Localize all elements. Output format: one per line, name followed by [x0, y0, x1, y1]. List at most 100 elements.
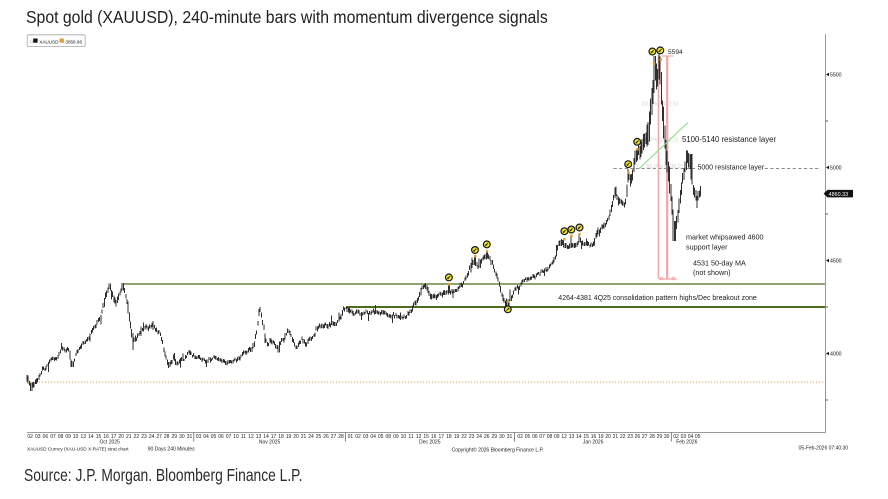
svg-text:4264-4381 4Q25 consolidation p: 4264-4381 4Q25 consolidation pattern hig… — [558, 295, 757, 302]
svg-text:Oct 2025: Oct 2025 — [100, 440, 121, 446]
svg-text:01: 01 — [348, 434, 354, 440]
svg-text:4000: 4000 — [830, 351, 842, 357]
svg-text:13: 13 — [81, 434, 87, 440]
svg-text:06: 06 — [532, 434, 538, 440]
svg-text:28: 28 — [649, 434, 655, 440]
svg-text:23: 23 — [141, 434, 147, 440]
svg-text:23: 23 — [469, 434, 475, 440]
svg-text:03: 03 — [363, 434, 369, 440]
svg-text:30: 30 — [664, 434, 670, 440]
svg-text:12: 12 — [248, 434, 254, 440]
svg-text:10: 10 — [233, 434, 239, 440]
svg-text:19: 19 — [286, 434, 292, 440]
svg-text:02: 02 — [517, 434, 523, 440]
svg-text:22: 22 — [620, 434, 626, 440]
svg-text:08: 08 — [58, 434, 64, 440]
svg-text:04: 04 — [370, 434, 376, 440]
svg-text:14: 14 — [263, 434, 269, 440]
svg-text:06: 06 — [218, 434, 224, 440]
svg-text:50.0%(4999.2): 50.0%(4999.2) — [646, 164, 683, 170]
svg-text:22: 22 — [461, 434, 467, 440]
svg-text:07: 07 — [539, 434, 545, 440]
svg-text:27: 27 — [156, 434, 162, 440]
svg-text:Jan 2026: Jan 2026 — [583, 440, 604, 446]
svg-text:21: 21 — [126, 434, 132, 440]
svg-text:21: 21 — [613, 434, 619, 440]
svg-text:20: 20 — [293, 434, 299, 440]
svg-text:4500: 4500 — [830, 258, 842, 264]
svg-text:02: 02 — [673, 434, 679, 440]
svg-text:21: 21 — [301, 434, 307, 440]
svg-text:29: 29 — [492, 434, 498, 440]
svg-text:24: 24 — [476, 434, 482, 440]
svg-text:04: 04 — [203, 434, 209, 440]
svg-text:29: 29 — [657, 434, 663, 440]
svg-text:11: 11 — [408, 434, 413, 440]
svg-text:30: 30 — [179, 434, 185, 440]
svg-text:market whipsawed 4600: market whipsawed 4600 — [686, 233, 764, 242]
svg-text:23: 23 — [627, 434, 633, 440]
svg-text:19: 19 — [454, 434, 460, 440]
svg-text:06: 06 — [43, 434, 49, 440]
svg-text:4860.33: 4860.33 — [829, 192, 849, 198]
svg-text:22: 22 — [134, 434, 140, 440]
svg-text:19: 19 — [598, 434, 604, 440]
svg-text:08: 08 — [547, 434, 553, 440]
svg-text:14: 14 — [88, 434, 94, 440]
svg-text:38.2%(5212.2): 38.2%(5212.2) — [642, 138, 679, 144]
svg-text:15: 15 — [96, 434, 102, 440]
svg-text:Copyright© 2026 Bloomberg Fina: Copyright© 2026 Bloomberg Finance L.P. — [452, 447, 544, 454]
svg-text:20: 20 — [605, 434, 611, 440]
svg-text:16: 16 — [591, 434, 597, 440]
svg-text:5000: 5000 — [830, 165, 842, 171]
svg-text:13: 13 — [256, 434, 262, 440]
svg-text:90 Days 240 Minutes: 90 Days 240 Minutes — [148, 447, 195, 453]
svg-text:3858.96: 3858.96 — [65, 39, 82, 44]
svg-text:20: 20 — [118, 434, 124, 440]
svg-text:28: 28 — [164, 434, 170, 440]
svg-text:5100-5140 resistance layer: 5100-5140 resistance layer — [682, 135, 776, 144]
svg-text:05: 05 — [695, 434, 701, 440]
svg-text:25: 25 — [316, 434, 322, 440]
svg-text:24: 24 — [149, 434, 155, 440]
svg-text:04: 04 — [688, 434, 694, 440]
svg-text:support layer: support layer — [686, 243, 728, 252]
svg-text:23.6%(5412.5): 23.6%(5412.5) — [642, 102, 679, 108]
svg-text:17: 17 — [271, 434, 277, 440]
svg-text:24: 24 — [308, 434, 314, 440]
svg-text:11: 11 — [241, 434, 246, 440]
svg-text:09: 09 — [393, 434, 399, 440]
svg-text:03: 03 — [196, 434, 202, 440]
svg-text:Feb 2026: Feb 2026 — [676, 440, 697, 446]
svg-text:10: 10 — [73, 434, 79, 440]
svg-text:26: 26 — [484, 434, 490, 440]
svg-text:31: 31 — [507, 434, 513, 440]
svg-text:09: 09 — [554, 434, 560, 440]
svg-text:XAUUSD: XAUUSD — [39, 39, 59, 44]
svg-text:14: 14 — [576, 434, 582, 440]
svg-text:05: 05 — [525, 434, 531, 440]
svg-text:15: 15 — [423, 434, 429, 440]
svg-text:18: 18 — [446, 434, 452, 440]
svg-text:30: 30 — [499, 434, 505, 440]
svg-text:29: 29 — [172, 434, 178, 440]
svg-text:07: 07 — [226, 434, 232, 440]
svg-text:07: 07 — [50, 434, 56, 440]
svg-text:16: 16 — [103, 434, 109, 440]
svg-text:5500: 5500 — [830, 72, 842, 78]
svg-text:13: 13 — [569, 434, 575, 440]
svg-text:16: 16 — [431, 434, 437, 440]
svg-text:1): 1) — [29, 39, 33, 44]
svg-text:15: 15 — [583, 434, 589, 440]
svg-text:02: 02 — [27, 434, 33, 440]
svg-text:03: 03 — [35, 434, 41, 440]
svg-text:27: 27 — [642, 434, 648, 440]
svg-text:4531 50-day MA: 4531 50-day MA — [693, 259, 746, 268]
svg-text:17: 17 — [111, 434, 117, 440]
svg-text:Nov 2025: Nov 2025 — [259, 440, 281, 446]
svg-text:03: 03 — [681, 434, 687, 440]
svg-text:12: 12 — [416, 434, 422, 440]
svg-text:26: 26 — [635, 434, 641, 440]
svg-text:XAUUSD Curncy (XAU-USD X-RATE): XAUUSD Curncy (XAU-USD X-RATE) strat cha… — [27, 447, 129, 452]
svg-text:05: 05 — [211, 434, 217, 440]
